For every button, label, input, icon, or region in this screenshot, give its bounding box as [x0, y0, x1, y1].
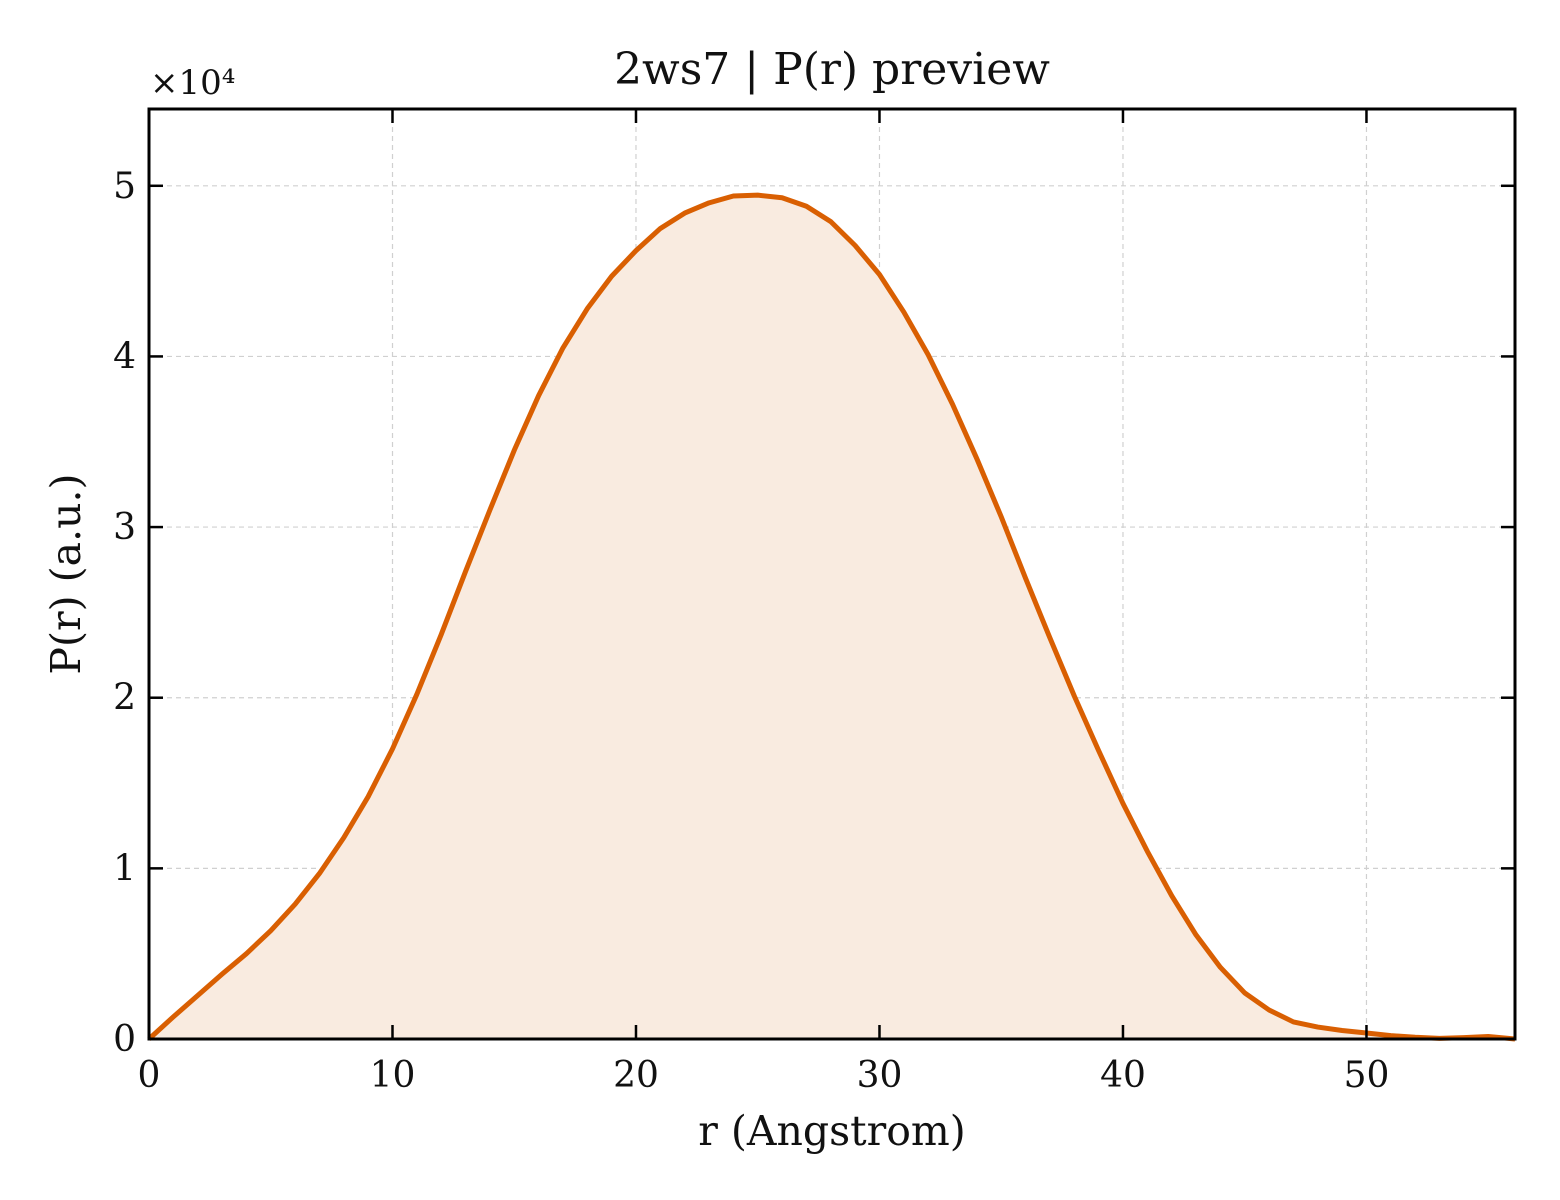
- y-axis-ticks: 0 1 2 3 4 5: [113, 166, 1515, 1060]
- y-tick-label: 2: [113, 678, 136, 719]
- y-axis-label: P(r) (a.u.): [42, 473, 90, 674]
- x-tick-label: 10: [370, 1055, 416, 1096]
- x-axis-ticks: 0 10 20 30 40 50: [138, 109, 1390, 1096]
- x-tick-label: 30: [857, 1055, 903, 1096]
- x-tick-label: 50: [1344, 1055, 1390, 1096]
- x-tick-label: 40: [1100, 1055, 1146, 1096]
- x-axis-label: r (Angstrom): [698, 1107, 966, 1155]
- plot-frame: [147, 107, 1517, 1041]
- y-tick-label: 1: [113, 848, 136, 889]
- pr-area-fill: [149, 195, 1515, 1040]
- pr-curve-line: [147, 192, 1516, 1042]
- y-tick-label: 3: [113, 507, 136, 548]
- y-tick-label: 4: [113, 336, 136, 377]
- y-tick-label: 5: [113, 166, 136, 207]
- y-tick-label: 0: [113, 1019, 136, 1060]
- chart-title: 2ws7 | P(r) preview: [614, 44, 1050, 95]
- x-tick-label: 20: [613, 1055, 659, 1096]
- x-tick-label: 0: [138, 1055, 161, 1096]
- y-axis-offset-label: ×10⁴: [150, 63, 235, 103]
